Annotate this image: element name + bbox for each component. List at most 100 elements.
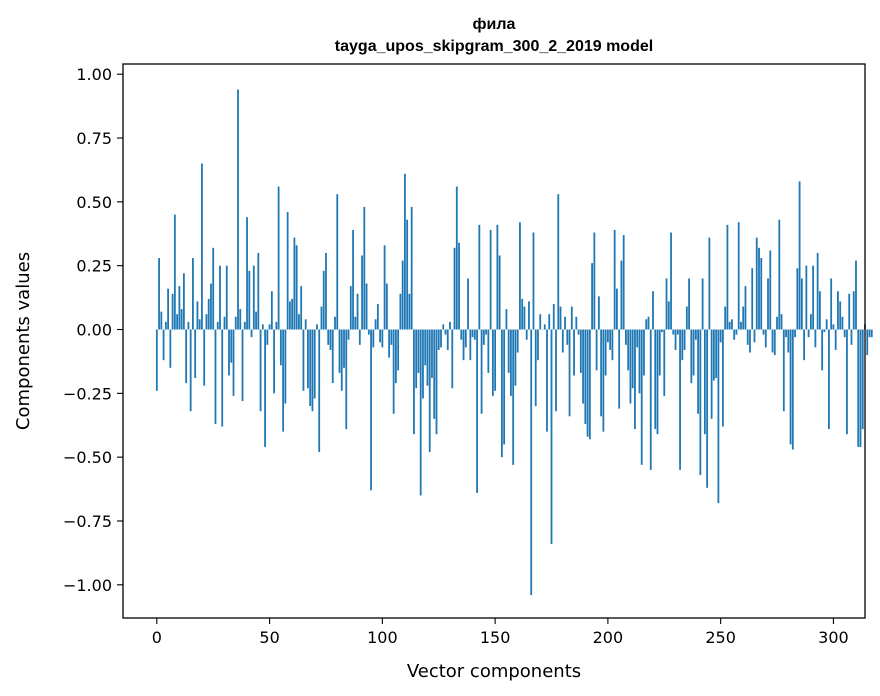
bar bbox=[469, 329, 472, 361]
y-tick-label: −1.00 bbox=[63, 576, 112, 595]
bar bbox=[539, 314, 542, 330]
bar bbox=[805, 265, 808, 330]
plot-frame bbox=[122, 63, 866, 619]
bar bbox=[158, 258, 160, 330]
bar bbox=[473, 329, 476, 340]
bar bbox=[345, 329, 348, 430]
bar bbox=[692, 329, 695, 376]
bar bbox=[523, 306, 526, 330]
bar bbox=[715, 329, 718, 379]
bar bbox=[494, 329, 497, 391]
bar bbox=[444, 329, 447, 335]
bar bbox=[424, 329, 427, 366]
bar bbox=[823, 329, 826, 333]
bar bbox=[453, 247, 456, 330]
bar bbox=[701, 278, 704, 330]
bar bbox=[699, 329, 702, 476]
bar bbox=[428, 329, 431, 453]
bar bbox=[620, 260, 623, 330]
bar bbox=[401, 260, 404, 330]
bar bbox=[814, 329, 817, 348]
bar bbox=[503, 329, 506, 445]
bar bbox=[555, 329, 557, 412]
bar bbox=[162, 329, 165, 361]
bar bbox=[406, 219, 409, 330]
bar bbox=[852, 291, 855, 330]
bar bbox=[449, 321, 451, 330]
bar bbox=[257, 252, 260, 330]
bar bbox=[622, 235, 625, 330]
bar bbox=[230, 329, 233, 363]
bar bbox=[295, 245, 298, 330]
y-tick-label: 0.75 bbox=[76, 129, 112, 148]
bar bbox=[588, 329, 591, 440]
x-tick-label: 150 bbox=[480, 628, 511, 647]
bar bbox=[327, 329, 330, 345]
bar bbox=[426, 329, 429, 386]
bar bbox=[593, 232, 596, 330]
bar bbox=[514, 329, 517, 386]
bar bbox=[462, 329, 465, 361]
bar bbox=[548, 314, 551, 330]
bar bbox=[654, 329, 657, 430]
bar bbox=[733, 329, 736, 340]
bar bbox=[167, 288, 169, 330]
bar bbox=[354, 316, 357, 330]
bar bbox=[543, 324, 546, 330]
bar bbox=[746, 329, 749, 345]
y-axis-label: Components values bbox=[13, 252, 34, 430]
bar bbox=[316, 324, 318, 330]
bar bbox=[818, 291, 821, 330]
bar bbox=[667, 301, 670, 330]
bar bbox=[203, 329, 206, 386]
y-tick-label: 0.25 bbox=[76, 257, 112, 276]
bar bbox=[679, 329, 681, 470]
bar bbox=[516, 329, 519, 353]
bar bbox=[309, 329, 312, 407]
bar bbox=[298, 314, 300, 330]
bar bbox=[532, 232, 535, 330]
x-tick-label: 100 bbox=[367, 628, 398, 647]
bar bbox=[216, 321, 219, 330]
bar bbox=[634, 329, 636, 430]
bar bbox=[751, 268, 754, 330]
bar bbox=[189, 329, 192, 412]
x-tick-label: 300 bbox=[818, 628, 849, 647]
bar bbox=[785, 329, 787, 338]
bar bbox=[843, 329, 846, 338]
bar bbox=[372, 329, 375, 348]
x-tick-label: 50 bbox=[259, 628, 279, 647]
bar bbox=[848, 293, 851, 330]
bar bbox=[706, 329, 709, 488]
bar bbox=[250, 329, 253, 338]
bar bbox=[192, 258, 194, 330]
bar bbox=[318, 329, 321, 453]
bar bbox=[579, 329, 582, 373]
bar bbox=[712, 329, 715, 381]
bar bbox=[575, 316, 578, 330]
bar bbox=[489, 229, 492, 330]
bar bbox=[476, 329, 478, 493]
bar bbox=[261, 324, 264, 330]
bar bbox=[546, 329, 548, 432]
bar bbox=[611, 329, 614, 361]
bar bbox=[219, 265, 221, 330]
bar bbox=[291, 298, 294, 330]
y-tick-label: −0.75 bbox=[63, 512, 112, 531]
bar bbox=[710, 329, 713, 419]
bar bbox=[367, 329, 370, 335]
bar bbox=[537, 329, 539, 361]
bar bbox=[442, 324, 445, 330]
bar bbox=[787, 329, 790, 353]
bar bbox=[688, 278, 690, 330]
bar bbox=[404, 173, 406, 330]
y-tick-label: −0.25 bbox=[63, 384, 112, 403]
bar bbox=[379, 329, 381, 343]
bar bbox=[731, 319, 733, 330]
bar bbox=[325, 252, 327, 330]
bar bbox=[841, 316, 844, 330]
bar bbox=[340, 329, 343, 391]
bar bbox=[512, 329, 515, 465]
bar bbox=[803, 329, 805, 361]
